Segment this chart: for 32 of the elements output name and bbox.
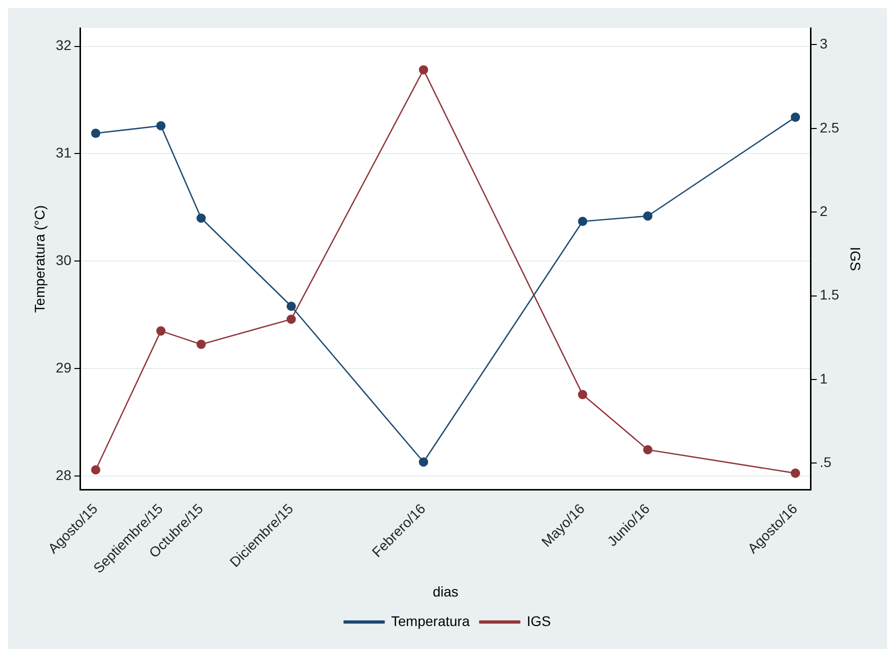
- y-tick-label: 32: [56, 37, 72, 54]
- point: [156, 121, 166, 130]
- point: [790, 112, 800, 122]
- y-tick-label: 28: [56, 466, 72, 483]
- point: [578, 390, 588, 400]
- point: [643, 445, 652, 454]
- point: [643, 211, 652, 221]
- y-tick-label: 29: [56, 359, 72, 376]
- y-tick-label: 30: [56, 252, 72, 268]
- x-axis-title: dias: [432, 583, 458, 600]
- y2-tick-label: .5: [820, 454, 832, 470]
- y-axis-title: Temperatura (°C): [31, 205, 48, 313]
- point: [578, 216, 588, 226]
- point: [286, 302, 296, 311]
- point: [418, 65, 428, 74]
- point: [418, 457, 428, 467]
- point: [286, 314, 296, 324]
- y-tick-label: 31: [56, 144, 72, 161]
- y2-tick-label: 3: [820, 36, 828, 52]
- y2-tick-label: 1.5: [820, 286, 840, 303]
- point: [790, 468, 800, 478]
- y2-tick-label: 1: [820, 370, 828, 386]
- y2-tick-label: 2: [820, 202, 828, 219]
- point: [196, 340, 206, 349]
- point: [196, 213, 206, 223]
- legend-label: IGS: [526, 612, 551, 629]
- y2-tick-label: 2.5: [820, 119, 840, 136]
- legend-label: Temperatura: [391, 612, 470, 629]
- point: [91, 128, 100, 138]
- point: [91, 465, 100, 474]
- point: [156, 326, 166, 336]
- y2-axis-title: IGS: [848, 246, 864, 272]
